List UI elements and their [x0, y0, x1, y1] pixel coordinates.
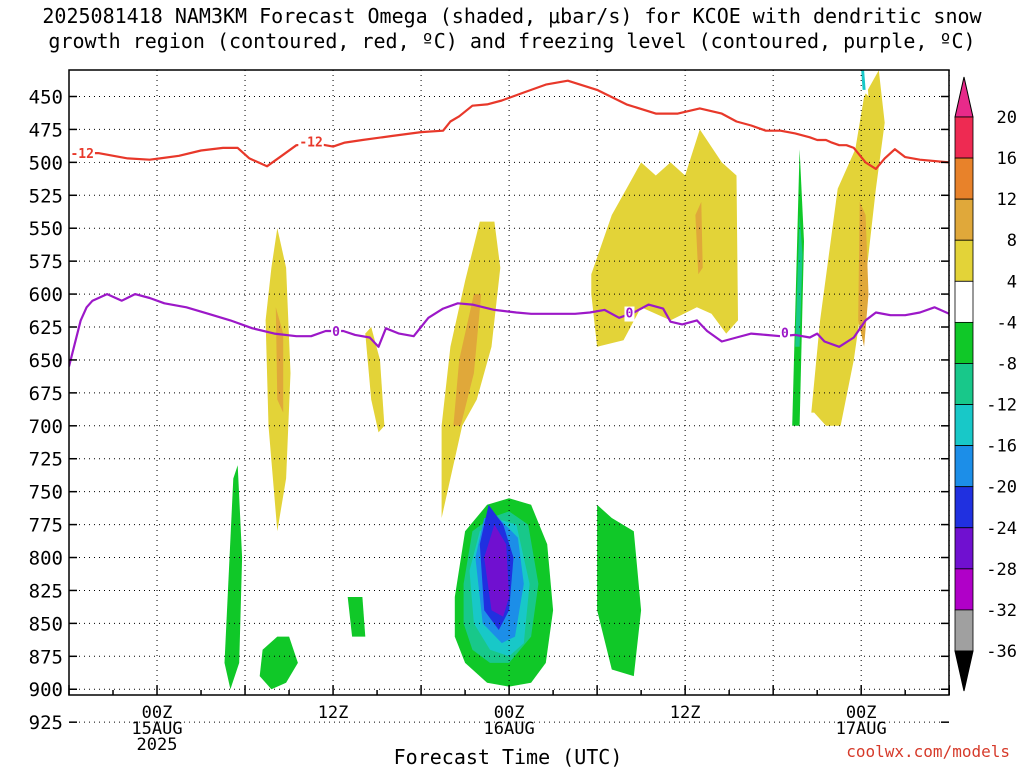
- y-tick-label-750: 750: [29, 482, 63, 504]
- colorbar: 20 16 12 8 4 -4 -8 -12 -16 -20 -24 -28 -32 -36: [954, 76, 1017, 692]
- y-tick-label-825: 825: [29, 580, 63, 602]
- colorbar-arrow-bottom: [954, 650, 974, 692]
- colorbar-label-13: -36: [986, 642, 1017, 662]
- contour-label-3: 0: [625, 307, 633, 322]
- y-tick-label-575: 575: [29, 251, 63, 273]
- colorbar-bin-12: [954, 609, 974, 652]
- x-tick-label-30-0: 00Z: [494, 703, 525, 723]
- contour-label-2: 0: [332, 325, 340, 340]
- colorbar-bin-11: [954, 568, 974, 611]
- credit-link[interactable]: coolwx.com/models: [846, 742, 1010, 761]
- y-tick-label-525: 525: [29, 185, 63, 207]
- y-tick-label-650: 650: [29, 350, 63, 372]
- y-tick-label-725: 725: [29, 449, 63, 471]
- y-tick-label-600: 600: [29, 284, 63, 306]
- x-tick-label-54-1: 17AUG: [836, 719, 887, 739]
- x-axis-label: Forecast Time (UTC): [394, 745, 623, 768]
- omega-region-7: [811, 70, 885, 426]
- colorbar-bin-7: [954, 404, 974, 447]
- colorbar-label-10: -24: [986, 519, 1017, 539]
- colorbar-label-9: -20: [986, 478, 1017, 498]
- contour-label-0: -12: [70, 147, 93, 162]
- y-tick-label-475: 475: [29, 119, 63, 141]
- omega-region-6: [695, 201, 703, 275]
- x-tick-label-42-0: 12Z: [670, 703, 701, 723]
- y-tick-label-700: 700: [29, 416, 63, 438]
- omega-region-22: [484, 524, 510, 617]
- contour-label-bg-4: [779, 326, 790, 342]
- y-tick-label-900: 900: [29, 679, 63, 701]
- omega-region-14: [259, 636, 298, 690]
- colorbar-label-4: 4: [1007, 272, 1017, 292]
- colorbar-bin-0: [954, 116, 974, 159]
- colorbar-label-0: 20: [997, 108, 1017, 128]
- colorbar-bin-5: [954, 321, 974, 364]
- omega-region-9: [80, 583, 109, 692]
- y-tick-label-450: 450: [29, 87, 63, 109]
- x-tick-label-6-2: 2025: [137, 735, 178, 755]
- colorbar-label-7: -12: [986, 396, 1017, 416]
- colorbar-label-2: 12: [997, 190, 1017, 210]
- contour-0: [69, 293, 949, 367]
- colorbar-bin-9: [954, 486, 974, 529]
- y-tick-label-675: 675: [29, 383, 63, 405]
- omega-region-26: [795, 215, 803, 347]
- colorbar-bin-3: [954, 239, 974, 282]
- contour-lines: -12 -12 0 0 0: [69, 79, 949, 367]
- y-tick-label-625: 625: [29, 317, 63, 339]
- contour-label-bg-2: [331, 324, 342, 340]
- omega-shading: [80, 70, 949, 695]
- x-tick-label-18-0: 12Z: [318, 703, 349, 723]
- omega-region-13: [224, 465, 243, 690]
- colorbar-label-11: -28: [986, 560, 1017, 580]
- contour-label-1: -12: [299, 135, 322, 150]
- colorbar-arrow-top: [954, 76, 974, 118]
- colorbar-bin-10: [954, 527, 974, 570]
- colorbar-bin-6: [954, 363, 974, 405]
- y-tick-label-775: 775: [29, 515, 63, 537]
- colorbar-bin-1: [954, 157, 974, 200]
- contour--12: [69, 79, 949, 170]
- omega-region-29: [861, 70, 866, 90]
- omega-region-5: [591, 129, 738, 347]
- y-tick-label-925: 925: [29, 712, 63, 734]
- omega-region-12: [212, 399, 378, 695]
- omega-region-11: [158, 425, 172, 479]
- y-axis-ticks: 450 475 500 525 550 575 600 625 650 675 700 725 750 7…: [29, 87, 949, 734]
- x-tick-label-6-1: 15AUG: [131, 719, 182, 739]
- y-tick-label-550: 550: [29, 218, 63, 240]
- chart-title-line1: 2025081418 NAM3KM Forecast Omega (shaded…: [42, 4, 982, 28]
- x-tick-label-6-0: 00Z: [142, 703, 173, 723]
- contour-label-4: 0: [781, 326, 789, 341]
- contour-label-bg-3: [624, 306, 635, 322]
- colorbar-label-3: 8: [1007, 231, 1017, 251]
- y-tick-label-850: 850: [29, 613, 63, 635]
- x-tick-label-30-1: 16AUG: [484, 719, 535, 739]
- omega-region-10: [137, 583, 146, 637]
- y-tick-label-500: 500: [29, 152, 63, 174]
- omega-region-27: [799, 597, 949, 695]
- x-tick-label-54-0: 00Z: [846, 703, 877, 723]
- y-tick-label-800: 800: [29, 548, 63, 570]
- colorbar-label-5: -4: [997, 313, 1017, 333]
- contour-label-bg-1: [298, 135, 324, 151]
- colorbar-bin-2: [954, 198, 974, 241]
- colorbar-label-12: -32: [986, 601, 1017, 621]
- colorbar-bin-4: [954, 280, 974, 323]
- colorbar-label-8: -16: [986, 437, 1017, 457]
- colorbar-label-1: 16: [997, 149, 1017, 169]
- omega-region-2: [365, 327, 385, 433]
- colorbar-bin-8: [954, 445, 974, 488]
- omega-region-15: [347, 597, 366, 637]
- y-tick-label-875: 875: [29, 646, 63, 668]
- contour-label-bg-0: [69, 147, 95, 163]
- chart-title-line2: growth region (contoured, red, ºC) and f…: [48, 29, 976, 53]
- colorbar-label-6: -8: [997, 354, 1017, 374]
